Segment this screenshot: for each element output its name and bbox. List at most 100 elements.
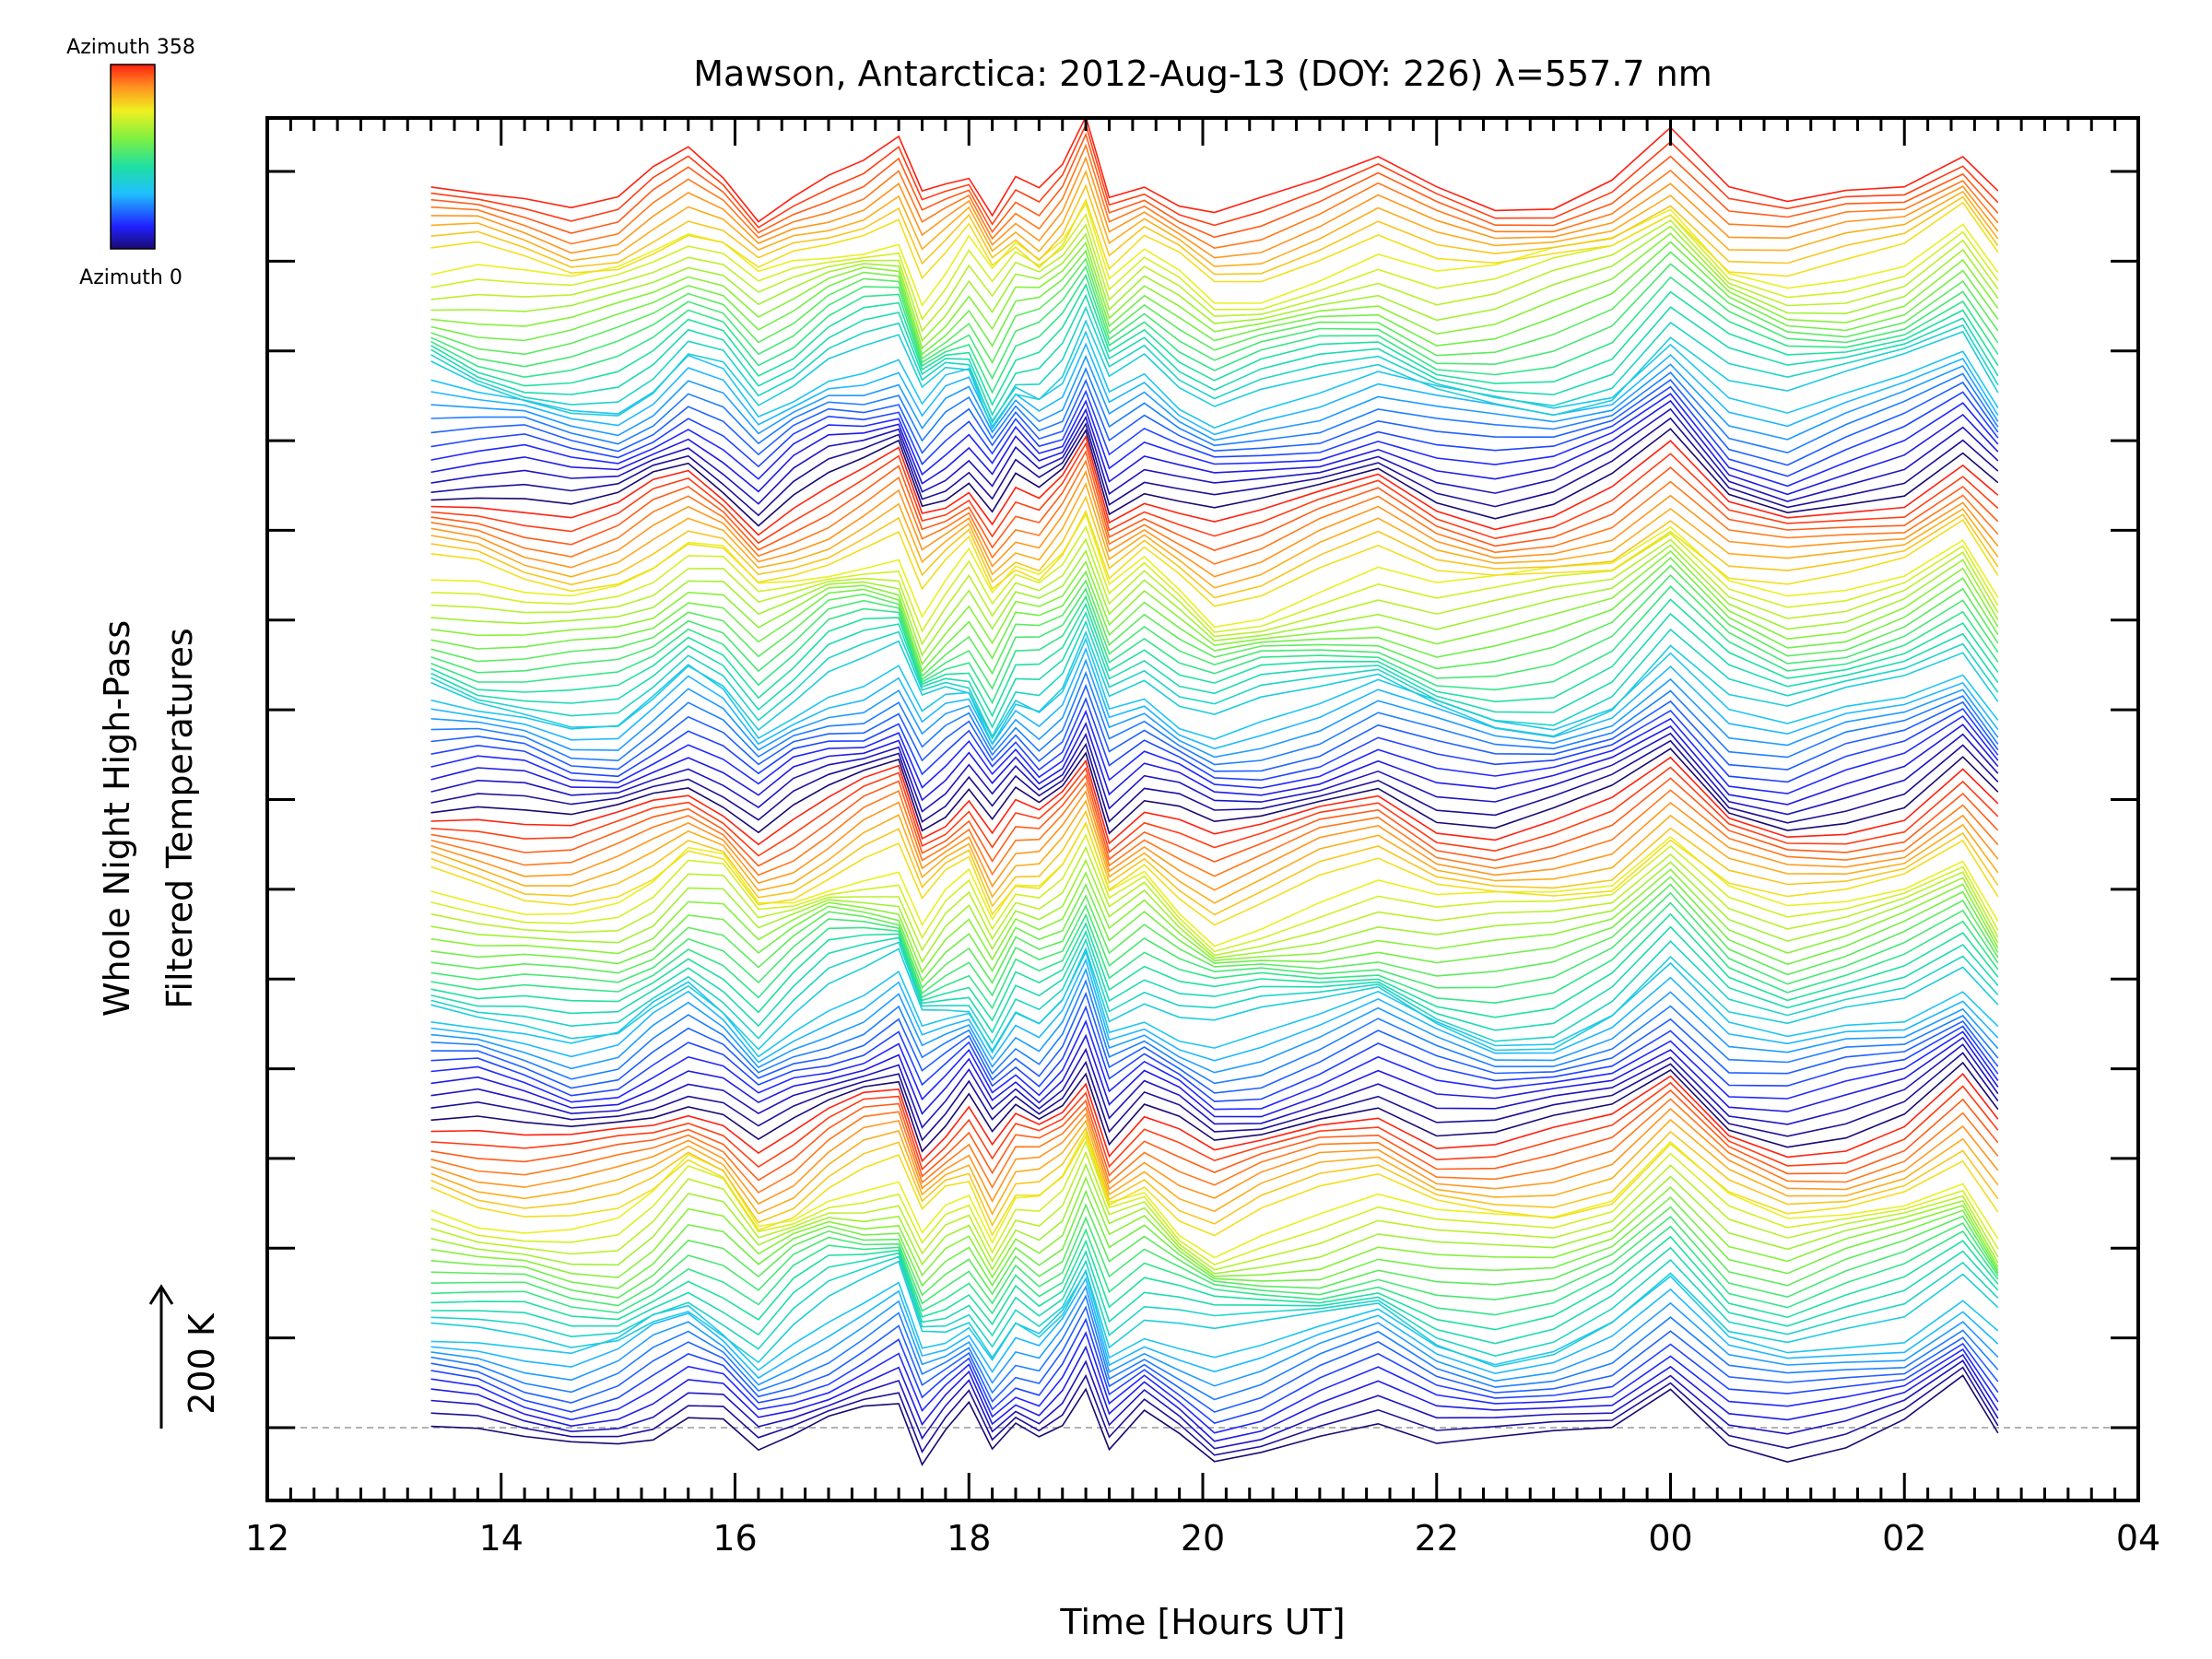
series-line [430, 283, 1999, 406]
series-line [430, 1285, 1999, 1387]
series-line [430, 1162, 1999, 1275]
series-line [430, 833, 1999, 953]
x-tick-label: 20 [1181, 1518, 1225, 1559]
series-line [430, 156, 1999, 259]
series-line [430, 232, 1999, 350]
series-line [430, 407, 1999, 505]
series-line [430, 273, 1999, 394]
series-line [430, 202, 1999, 307]
series-line [430, 868, 1999, 974]
series-line [430, 319, 1999, 430]
series-line [430, 1366, 1999, 1456]
series-line [430, 469, 1999, 578]
series-line [430, 1108, 1999, 1206]
series-line [430, 876, 1999, 982]
series-line [430, 991, 1999, 1094]
series-line [430, 697, 1999, 783]
series-line [430, 766, 1999, 857]
y-axis-label-line1: Whole Night High-Pass [97, 620, 137, 1017]
series-line [430, 925, 1999, 1034]
series-line [430, 619, 1999, 738]
series-line [430, 891, 1999, 997]
series-line [430, 225, 1999, 343]
series-line [430, 544, 1999, 657]
series-line [430, 1255, 1999, 1358]
series-line [430, 441, 1999, 545]
series-line [430, 937, 1999, 1045]
series-line [430, 219, 1999, 333]
series-line [430, 1331, 1999, 1434]
series-line [430, 1098, 1999, 1194]
x-tick-label: 00 [1648, 1518, 1692, 1559]
series-line [430, 799, 1999, 904]
scale-arrow-head [148, 1284, 174, 1305]
series-line [430, 1139, 1999, 1266]
ticks-group: 12 14 16 18 20 22 00 02 04 [245, 118, 2160, 1559]
series-line [430, 169, 1999, 267]
x-tick-label: 12 [245, 1518, 289, 1559]
series-line [430, 1081, 1999, 1171]
series-line [430, 721, 1999, 806]
series-line [430, 756, 1999, 846]
series-line [430, 1374, 1999, 1466]
chart-title: Mawson, Antarctica: 2012-Aug-13 (DOY: 22… [693, 53, 1712, 94]
series-line [430, 683, 1999, 772]
series-line [430, 1043, 1999, 1129]
series-line [430, 1277, 1999, 1380]
series-line [430, 901, 1999, 1010]
series-line [430, 183, 1999, 276]
colorbar [110, 64, 156, 250]
series-line [430, 399, 1999, 496]
series-line [430, 1052, 1999, 1142]
series-line [430, 845, 1999, 957]
series-line [430, 585, 1999, 705]
x-tick-label: 22 [1415, 1518, 1459, 1559]
series-line [430, 459, 1999, 565]
series-line [430, 958, 1999, 1064]
series-line [430, 198, 1999, 283]
series-line [430, 1294, 1999, 1401]
scale-label: 200 K [182, 1312, 222, 1415]
series-line [430, 330, 1999, 429]
series-line [430, 251, 1999, 365]
series-line [430, 537, 1999, 646]
series-line [430, 1019, 1999, 1111]
series-line [430, 979, 1999, 1085]
series-line [430, 132, 1999, 239]
series-line [430, 1317, 1999, 1424]
series-group [430, 118, 1999, 1466]
series-line [430, 118, 1999, 223]
series-line [430, 967, 1999, 1074]
series-line [430, 629, 1999, 746]
series-line [430, 1203, 1999, 1299]
series-line [430, 598, 1999, 718]
series-line [430, 123, 1999, 229]
series-line [430, 354, 1999, 441]
series-line [430, 1088, 1999, 1182]
series-line [430, 1033, 1999, 1118]
series-line [430, 378, 1999, 466]
series-line [430, 428, 1999, 527]
series-line [430, 1175, 1999, 1279]
series-line [430, 1150, 1999, 1271]
series-line [430, 912, 1999, 1022]
series-line [430, 482, 1999, 589]
series-line [430, 241, 1999, 356]
series-line [430, 1359, 1999, 1450]
series-line [430, 385, 1999, 477]
series-line [430, 512, 1999, 629]
series-line [430, 1225, 1999, 1316]
series-line [430, 1269, 1999, 1371]
series-line [430, 883, 1999, 990]
x-tick-label: 18 [947, 1518, 991, 1559]
series-line [430, 747, 1999, 835]
series-line [430, 1126, 1999, 1228]
series-line [430, 732, 1999, 816]
series-line [430, 393, 1999, 488]
x-tick-label: 04 [2116, 1518, 2160, 1559]
series-line [430, 1189, 1999, 1289]
colorbar-bottom-label: Azimuth 0 [79, 266, 182, 289]
series-line [430, 367, 1999, 454]
series-line [430, 821, 1999, 926]
